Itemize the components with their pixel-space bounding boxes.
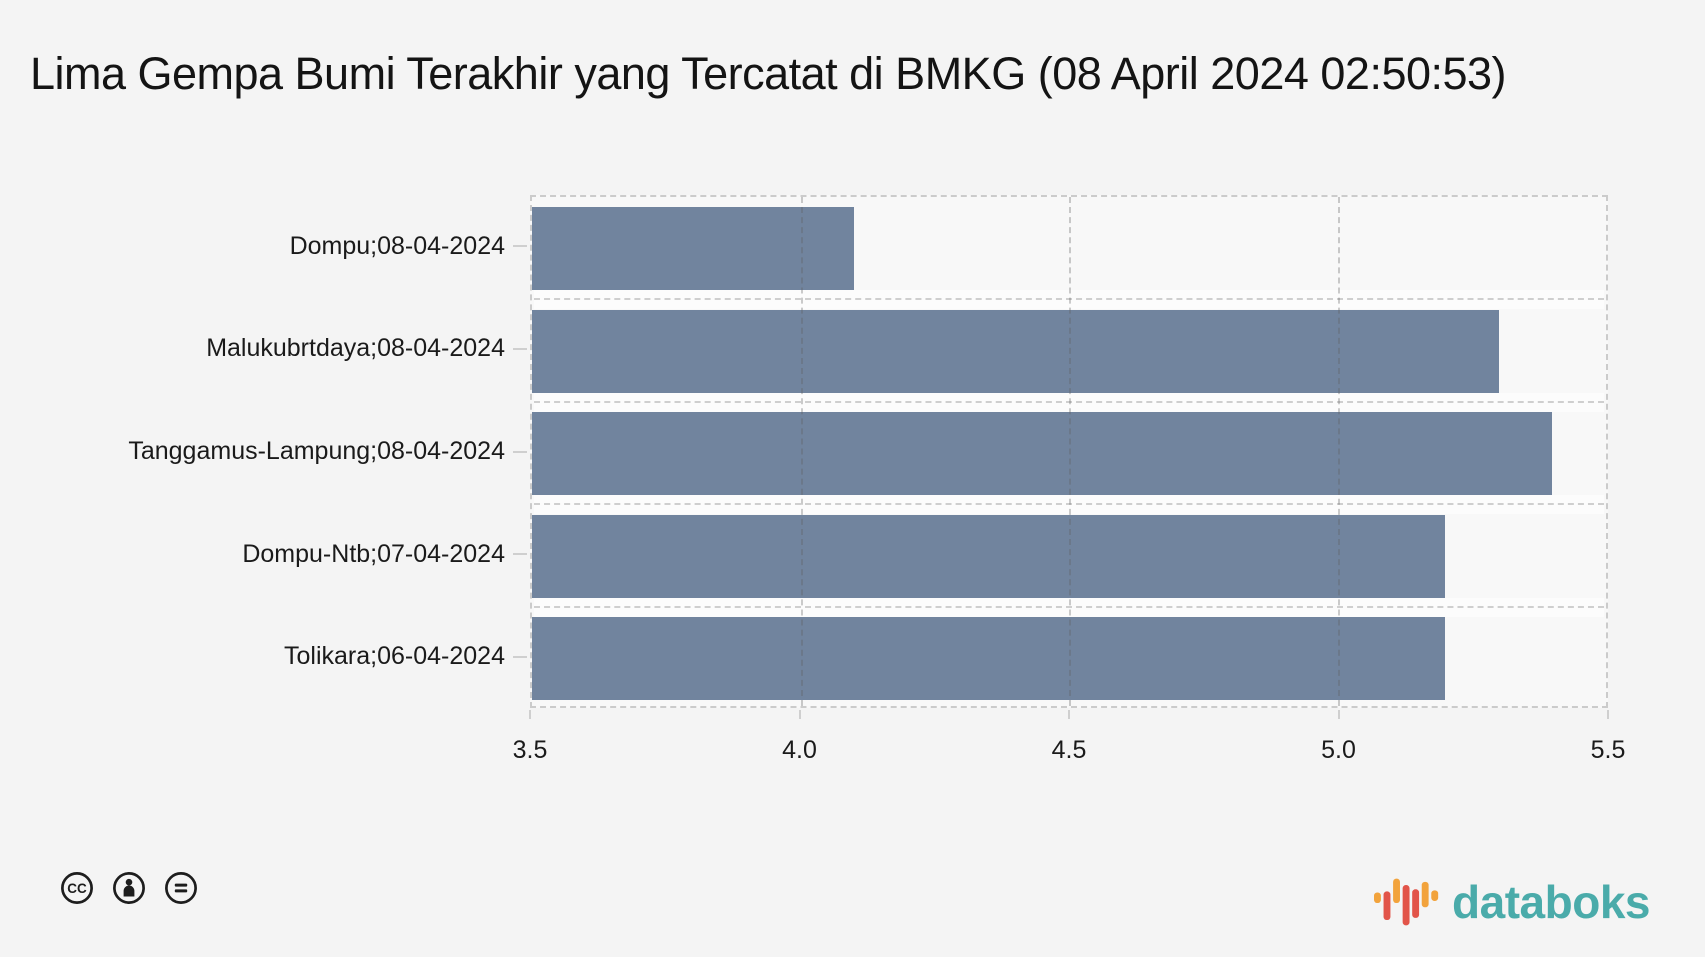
x-axis-label: 5.5: [1590, 736, 1626, 764]
bar: [532, 412, 1553, 496]
row-separator-line: [534, 298, 1604, 301]
x-axis-label: 5.0: [1321, 736, 1356, 764]
row-separator: [534, 290, 1604, 310]
row-separator-line: [534, 400, 1604, 403]
bar: [532, 514, 1445, 598]
page-title: Lima Gempa Bumi Terakhir yang Tercatat d…: [29, 48, 1507, 99]
bar: [532, 309, 1499, 393]
row-separator: [534, 392, 1604, 412]
gridline: [800, 197, 803, 706]
y-axis-tick: [513, 245, 527, 248]
x-axis-tick: [1607, 710, 1609, 719]
category-label: Dompu;08-04-2024: [289, 231, 505, 260]
category-label: Tanggamus-Lampung;08-04-2024: [128, 436, 505, 465]
cc-icon: CC: [61, 872, 93, 904]
row-separator: [534, 495, 1604, 515]
category-label: Malukubrtdaya;08-04-2024: [206, 334, 505, 363]
cc-no-derivatives-icon: [165, 872, 197, 904]
row-separator: [534, 597, 1604, 617]
y-axis-tick: [513, 450, 527, 453]
x-axis-tick: [798, 710, 801, 719]
row-separator-line: [534, 503, 1604, 506]
x-axis-tick: [1337, 710, 1340, 719]
y-axis-tick: [513, 347, 527, 350]
databoks-logo: databoks: [1374, 873, 1650, 931]
gridline: [1337, 197, 1340, 706]
x-axis-label: 4.0: [782, 736, 817, 764]
svg-text:CC: CC: [67, 881, 87, 896]
plot-area: [530, 195, 1608, 708]
x-axis-label: 4.5: [1051, 736, 1087, 764]
bar: [532, 617, 1445, 701]
category-label: Tolikara;06-04-2024: [284, 642, 505, 671]
databoks-logo-text: databoks: [1452, 876, 1650, 928]
gridline: [1069, 197, 1071, 706]
row-separator-line: [534, 605, 1604, 608]
x-axis-tick: [1068, 710, 1070, 719]
x-axis: 3.5 4.0 4.5 5.0 5.5: [513, 708, 1625, 798]
x-axis-tick: [529, 710, 531, 719]
category-label: Dompu-Ntb;07-04-2024: [242, 539, 505, 568]
x-axis-label: 3.5: [512, 736, 548, 764]
y-axis-tick: [513, 553, 527, 556]
cc-attribution-icon: [113, 872, 145, 904]
cc-license-icons: CC: [60, 871, 198, 905]
databoks-logo-icon: [1374, 878, 1439, 926]
bar: [532, 207, 855, 290]
y-axis-tick: [513, 655, 527, 658]
